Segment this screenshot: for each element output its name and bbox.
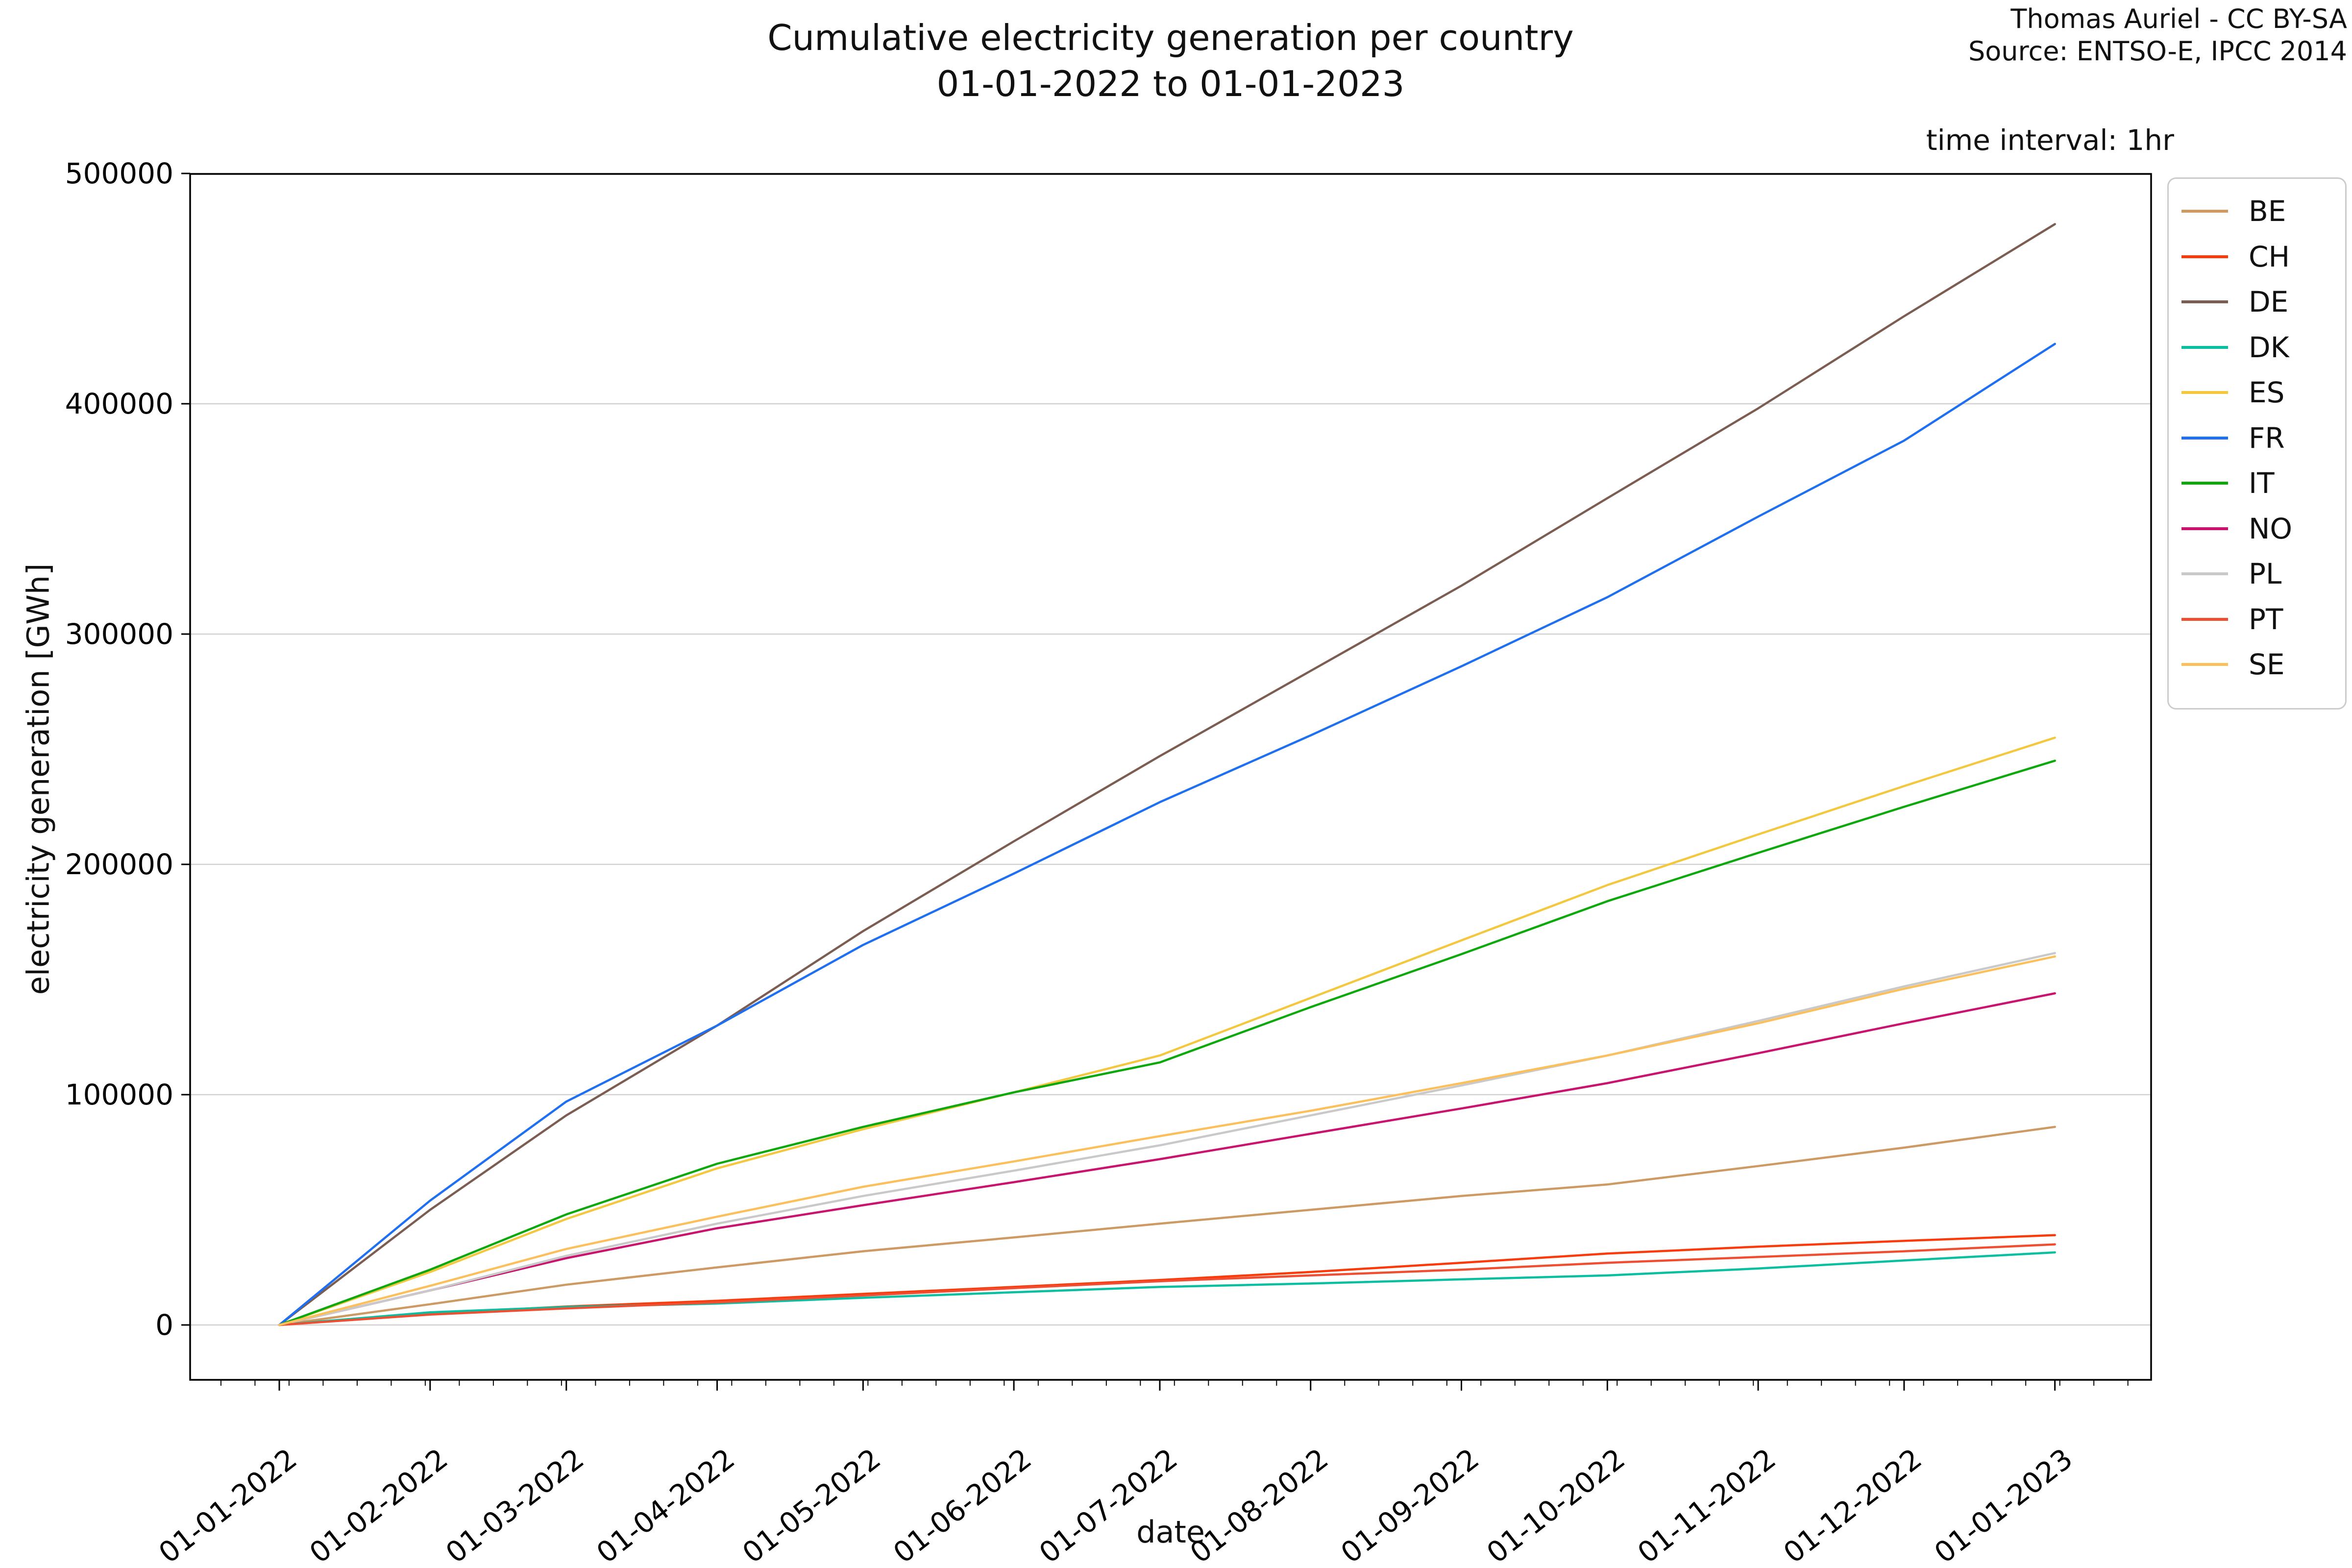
legend: BE CH DE DK ES FR IT NO PL PT SE <box>2167 177 2347 710</box>
legend-item-IT: IT <box>2181 461 2345 506</box>
legend-swatch-BE <box>2181 210 2228 213</box>
legend-swatch-FR <box>2181 436 2228 440</box>
x-tick-label-01-05-2022: 01-05-2022 <box>736 1442 886 1568</box>
legend-item-ES: ES <box>2181 370 2345 416</box>
chart-subtitle: 01-01-2022 to 01-01-2023 <box>936 63 1405 104</box>
legend-swatch-PL <box>2181 572 2228 576</box>
y-tick-label-0: 0 <box>155 1308 173 1342</box>
legend-label-NO: NO <box>2249 512 2293 545</box>
y-tick-label-400000: 400000 <box>65 387 173 420</box>
legend-item-PL: PL <box>2181 551 2345 597</box>
series-line-PL <box>278 952 2056 1326</box>
y-tick-label-100000: 100000 <box>65 1078 173 1111</box>
legend-label-FR: FR <box>2249 421 2285 455</box>
y-tick-label-300000: 300000 <box>65 617 173 651</box>
legend-label-ES: ES <box>2249 376 2285 410</box>
series-line-DE <box>278 223 2056 1326</box>
x-tick-label-01-07-2022: 01-07-2022 <box>1033 1442 1183 1568</box>
attribution-source: Source: ENTSO-E, IPCC 2014 <box>1968 36 2347 67</box>
legend-label-BE: BE <box>2249 195 2286 228</box>
x-tick-label-01-01-2022: 01-01-2022 <box>152 1442 303 1568</box>
x-tick-label-01-10-2022: 01-10-2022 <box>1480 1442 1631 1568</box>
series-line-ES <box>278 736 2056 1326</box>
legend-label-IT: IT <box>2249 466 2275 500</box>
x-tick-label-01-03-2022: 01-03-2022 <box>440 1442 590 1568</box>
legend-swatch-DK <box>2181 345 2228 349</box>
plot-border <box>189 173 2152 1381</box>
legend-item-FR: FR <box>2181 416 2345 461</box>
legend-swatch-DE <box>2181 300 2228 304</box>
legend-item-NO: NO <box>2181 506 2345 552</box>
x-axis-label: date <box>1136 1514 1205 1550</box>
x-tick-label-01-11-2022: 01-11-2022 <box>1631 1442 1782 1568</box>
x-tick-label-01-06-2022: 01-06-2022 <box>887 1442 1037 1568</box>
chart-title: Cumulative electricity generation per co… <box>767 17 1574 58</box>
legend-item-BE: BE <box>2181 189 2345 234</box>
attribution: Thomas Auriel - CC BY-SA Source: ENTSO-E… <box>1968 3 2347 68</box>
legend-item-DK: DK <box>2181 325 2345 370</box>
legend-swatch-SE <box>2181 663 2228 666</box>
x-tick-label-01-08-2022: 01-08-2022 <box>1184 1442 1334 1568</box>
series-line-PT <box>278 1243 2056 1326</box>
legend-swatch-ES <box>2181 391 2228 394</box>
x-tick-label-01-01-2023: 01-01-2023 <box>1928 1442 2079 1568</box>
legend-swatch-NO <box>2181 527 2228 530</box>
series-line-SE <box>278 955 2056 1326</box>
legend-swatch-CH <box>2181 255 2228 258</box>
y-tick-label-200000: 200000 <box>65 848 173 881</box>
legend-item-CH: CH <box>2181 234 2345 280</box>
legend-label-PT: PT <box>2249 602 2283 636</box>
time-interval-label: time interval: 1hr <box>1926 123 2174 157</box>
series-line-BE <box>278 1126 2056 1326</box>
series-line-NO <box>278 992 2056 1326</box>
legend-label-DE: DE <box>2249 285 2289 319</box>
legend-label-DK: DK <box>2249 330 2289 364</box>
series-line-FR <box>278 343 2056 1326</box>
legend-swatch-PT <box>2181 617 2228 621</box>
legend-label-SE: SE <box>2249 648 2285 682</box>
x-tick-label-01-04-2022: 01-04-2022 <box>590 1442 741 1568</box>
legend-item-SE: SE <box>2181 642 2345 687</box>
attribution-author: Thomas Auriel - CC BY-SA <box>2010 3 2347 34</box>
series-line-DK <box>278 1251 2056 1326</box>
legend-label-PL: PL <box>2249 557 2282 591</box>
x-tick-label-01-09-2022: 01-09-2022 <box>1335 1442 1485 1568</box>
series-line-IT <box>278 760 2056 1326</box>
y-tick-label-500000: 500000 <box>65 157 173 190</box>
legend-swatch-IT <box>2181 482 2228 485</box>
chart-title-block: Cumulative electricity generation per co… <box>190 15 2151 107</box>
legend-label-CH: CH <box>2249 240 2290 273</box>
x-tick-label-01-12-2022: 01-12-2022 <box>1777 1442 1928 1568</box>
legend-item-DE: DE <box>2181 279 2345 325</box>
x-tick-label-01-02-2022: 01-02-2022 <box>303 1442 454 1568</box>
legend-item-PT: PT <box>2181 597 2345 642</box>
